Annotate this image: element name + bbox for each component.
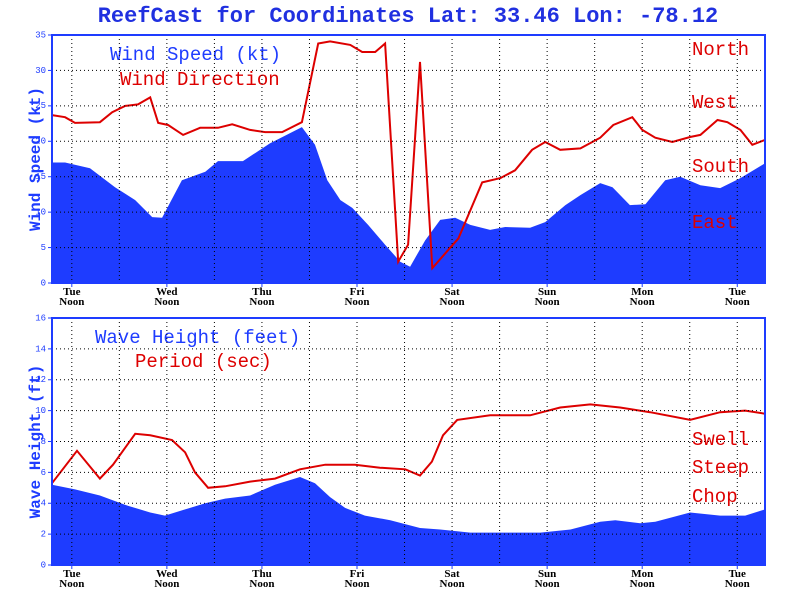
annotation: East: [692, 212, 738, 234]
area: [52, 127, 765, 283]
annotation: Steep: [692, 457, 749, 479]
annotation: Chop: [692, 486, 738, 508]
legend-label: Wind Speed (kt): [110, 44, 281, 66]
y-tick-label: 5: [41, 243, 46, 253]
area: [52, 477, 765, 565]
annotation: North: [692, 39, 749, 61]
x-tick-label: Sat Noon: [439, 286, 465, 308]
annotation: South: [692, 156, 749, 178]
y-tick-label: 0: [41, 560, 46, 570]
x-tick-label: Mon Noon: [629, 286, 655, 308]
y-axis-label: Wind Speed (kt): [27, 87, 45, 231]
y-tick-label: 35: [35, 30, 46, 40]
annotation: West: [692, 92, 738, 114]
y-tick-label: 10: [35, 406, 46, 416]
x-tick-label: Tue Noon: [59, 568, 85, 590]
legend-label: Wind Direction: [120, 69, 280, 91]
y-axis-label: Wave Height (ft): [27, 365, 45, 519]
x-tick-label: Thu Noon: [249, 286, 275, 308]
chart-title: ReefCast for Coordinates Lat: 33.46 Lon:…: [98, 4, 719, 29]
annotation: Swell: [692, 429, 749, 451]
x-tick-label: Sun Noon: [534, 286, 560, 308]
y-tick-label: 0: [41, 278, 46, 288]
y-tick-label: 14: [35, 344, 46, 354]
line: [51, 403, 766, 489]
x-tick-label: Tue Noon: [724, 286, 750, 308]
legend-label: Period (sec): [135, 351, 272, 373]
y-tick-label: 4: [41, 499, 46, 509]
y-tick-label: 8: [41, 437, 46, 447]
y-tick-label: 16: [35, 313, 46, 323]
x-tick-label: Tue Noon: [59, 286, 85, 308]
x-tick-label: Mon Noon: [629, 568, 655, 590]
x-tick-label: Thu Noon: [249, 568, 275, 590]
x-tick-label: Sun Noon: [534, 568, 560, 590]
y-tick-label: 10: [35, 208, 46, 218]
y-tick-label: 25: [35, 101, 46, 111]
legend-label: Wave Height (feet): [95, 327, 300, 349]
x-tick-label: Wed Noon: [154, 286, 180, 308]
y-tick-label: 12: [35, 375, 46, 385]
x-tick-label: Fri Noon: [344, 568, 370, 590]
x-tick-label: Wed Noon: [154, 568, 180, 590]
y-tick-label: 6: [41, 468, 46, 478]
y-tick-label: 15: [35, 172, 46, 182]
x-tick-label: Tue Noon: [724, 568, 750, 590]
x-tick-label: Fri Noon: [344, 286, 370, 308]
y-tick-label: 30: [35, 66, 46, 76]
line: [51, 40, 766, 271]
y-tick-label: 2: [41, 530, 46, 540]
y-tick-label: 20: [35, 137, 46, 147]
plot-frame: [51, 34, 766, 284]
x-tick-label: Sat Noon: [439, 568, 465, 590]
